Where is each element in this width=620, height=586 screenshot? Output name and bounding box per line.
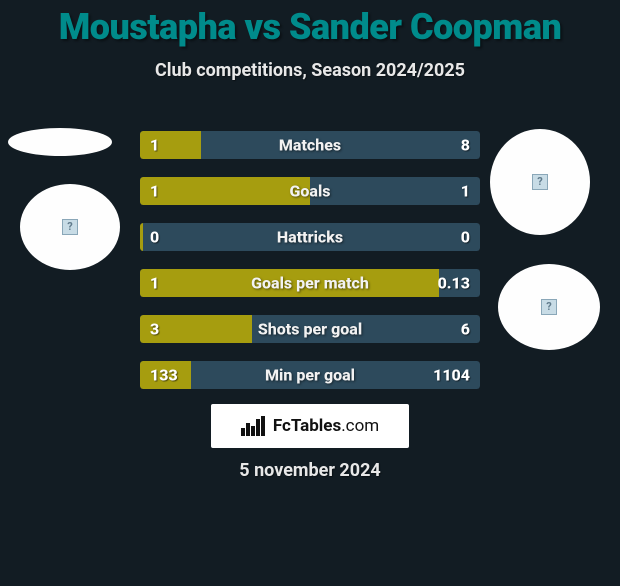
stat-value-left: 0 [150, 228, 159, 247]
stat-value-right: 1 [461, 182, 470, 201]
stat-label: Matches [279, 136, 341, 155]
avatar [498, 264, 600, 350]
placeholder-icon [532, 174, 548, 190]
stat-value-right: 1104 [433, 366, 470, 385]
stat-value-left: 1 [150, 274, 159, 293]
stat-label: Goals per match [251, 274, 369, 293]
bars-icon [241, 416, 267, 436]
stat-label: Hattricks [277, 228, 343, 247]
stat-row: 0 0 Hattricks [140, 223, 480, 251]
stat-value-left: 133 [150, 366, 178, 385]
stat-row: 1 8 Matches [140, 131, 480, 159]
date-text: 5 november 2024 [239, 460, 380, 481]
brand-bar: FcTables.com [211, 404, 409, 448]
brand-name: FcTables [273, 416, 341, 436]
stat-value-right: 0.13 [438, 274, 470, 293]
stat-value-left: 1 [150, 182, 159, 201]
stat-row: 1 1 Goals [140, 177, 480, 205]
avatar [20, 184, 120, 270]
brand-text: FcTables.com [273, 416, 379, 436]
stats-area: 1 8 Matches 1 1 Goals 0 0 Hattricks 1 0.13 Goals pe… [140, 131, 480, 407]
subtitle: Club competitions, Season 2024/2025 [0, 60, 620, 81]
bar-left [140, 223, 143, 251]
page-title: Moustapha vs Sander Coopman [0, 6, 620, 48]
stat-value-left: 1 [150, 136, 159, 155]
stat-value-right: 8 [461, 136, 470, 155]
bar-left [140, 177, 310, 205]
placeholder-icon [62, 219, 78, 235]
brand-suffix: .com [341, 416, 379, 436]
stat-row: 133 1104 Min per goal [140, 361, 480, 389]
stat-value-right: 0 [461, 228, 470, 247]
stat-value-left: 3 [150, 320, 159, 339]
stat-label: Goals [290, 182, 331, 201]
stat-label: Shots per goal [258, 320, 362, 339]
avatar [8, 128, 112, 156]
stat-label: Min per goal [265, 366, 355, 385]
avatar [490, 129, 590, 235]
placeholder-icon [541, 299, 557, 315]
stat-row: 1 0.13 Goals per match [140, 269, 480, 297]
stat-value-right: 6 [461, 320, 470, 339]
stat-row: 3 6 Shots per goal [140, 315, 480, 343]
